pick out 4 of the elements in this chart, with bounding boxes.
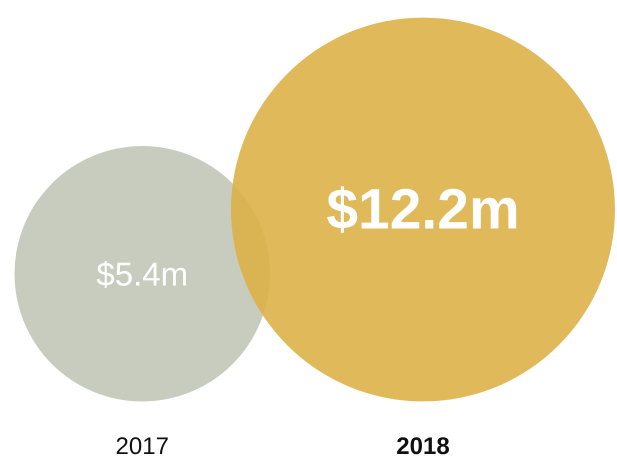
category-label: 2017 xyxy=(116,433,169,460)
data-label: $12.2m xyxy=(326,178,520,242)
data-label: $5.4m xyxy=(96,255,188,292)
category-label: 2018 xyxy=(396,433,450,460)
